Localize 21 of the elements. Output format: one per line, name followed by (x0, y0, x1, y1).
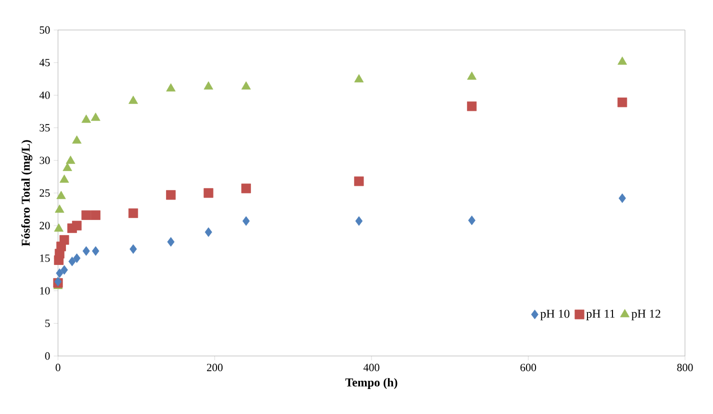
legend-label: pH 11 (586, 310, 615, 320)
y-tick-label: 15 (40, 254, 50, 262)
x-tick-label: 0 (56, 364, 60, 372)
y-tick-label: 25 (40, 189, 50, 197)
y-tick-label: 35 (40, 124, 50, 132)
y-tick-label: 20 (40, 222, 50, 230)
x-tick-label: 400 (363, 364, 380, 372)
x-axis-title: Tempo (h) (345, 378, 398, 389)
y-axis-title: Fósforo Total (mg/L) (21, 140, 32, 246)
legend-label: pH 12 (632, 310, 660, 320)
y-tick-label: 30 (40, 156, 50, 164)
y-tick-label: 5 (45, 320, 50, 328)
x-tick-label: 200 (206, 364, 223, 372)
x-tick-label: 800 (677, 364, 693, 372)
y-tick-label: 10 (40, 287, 50, 294)
legend-label: pH 10 (540, 310, 570, 320)
y-tick-label: 50 (40, 26, 50, 34)
y-tick-label: 0 (45, 352, 50, 360)
y-tick-label: 45 (39, 58, 50, 66)
y-tick-label: 40 (39, 91, 50, 99)
x-tick-label: 600 (520, 364, 536, 372)
